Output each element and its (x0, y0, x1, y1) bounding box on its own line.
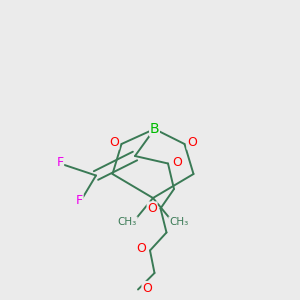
Text: O: O (147, 202, 157, 215)
Text: O: O (109, 136, 119, 149)
Text: CH₃: CH₃ (169, 217, 188, 227)
Text: B: B (150, 122, 159, 136)
Text: CH₃: CH₃ (118, 217, 137, 227)
Text: O: O (187, 136, 197, 149)
Text: F: F (76, 194, 83, 208)
Text: O: O (172, 155, 182, 169)
Text: O: O (142, 281, 152, 295)
Text: O: O (137, 242, 146, 256)
Text: F: F (56, 155, 64, 169)
